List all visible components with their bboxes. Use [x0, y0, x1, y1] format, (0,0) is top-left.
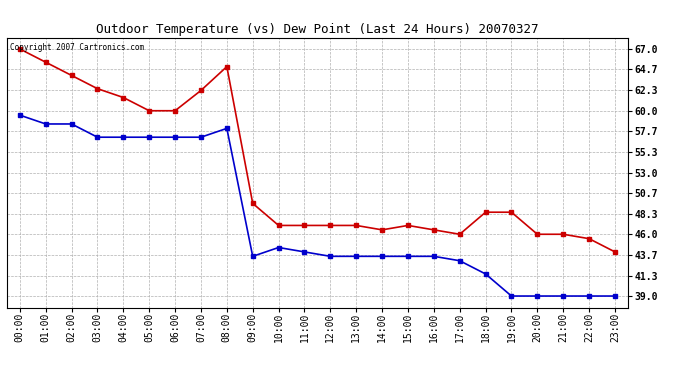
- Title: Outdoor Temperature (vs) Dew Point (Last 24 Hours) 20070327: Outdoor Temperature (vs) Dew Point (Last…: [96, 23, 539, 36]
- Text: Copyright 2007 Cartronics.com: Copyright 2007 Cartronics.com: [10, 43, 144, 52]
